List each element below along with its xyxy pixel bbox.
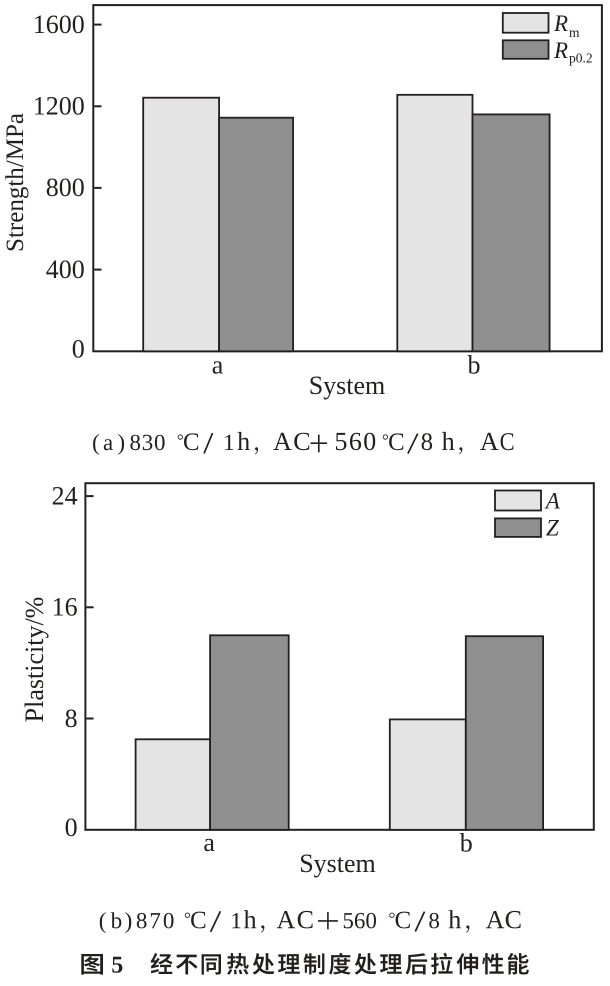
svg-text:m: m	[569, 25, 580, 40]
svg-text:b: b	[468, 350, 481, 379]
svg-text:A: A	[544, 489, 561, 514]
svg-text:400: 400	[46, 255, 85, 284]
svg-text:Plasticity/%: Plasticity/%	[20, 597, 49, 723]
svg-text:1600: 1600	[33, 10, 85, 39]
svg-text:System: System	[309, 371, 386, 400]
svg-text:8: 8	[65, 704, 78, 733]
svg-text:a: a	[203, 828, 215, 857]
svg-text:16: 16	[52, 593, 78, 622]
svg-text:a: a	[212, 351, 224, 380]
svg-text:R: R	[553, 11, 568, 36]
svg-text:0: 0	[72, 335, 85, 364]
svg-text:24: 24	[52, 481, 78, 510]
svg-text:Z: Z	[546, 515, 559, 540]
svg-text:0: 0	[65, 813, 78, 842]
svg-text:1200: 1200	[33, 92, 85, 121]
svg-text:p0.2: p0.2	[569, 51, 593, 66]
svg-text:Strength/MPa: Strength/MPa	[2, 113, 29, 252]
svg-text:System: System	[299, 849, 376, 878]
svg-text:b: b	[460, 828, 473, 857]
svg-text:R: R	[553, 38, 568, 63]
svg-text:800: 800	[46, 173, 85, 202]
